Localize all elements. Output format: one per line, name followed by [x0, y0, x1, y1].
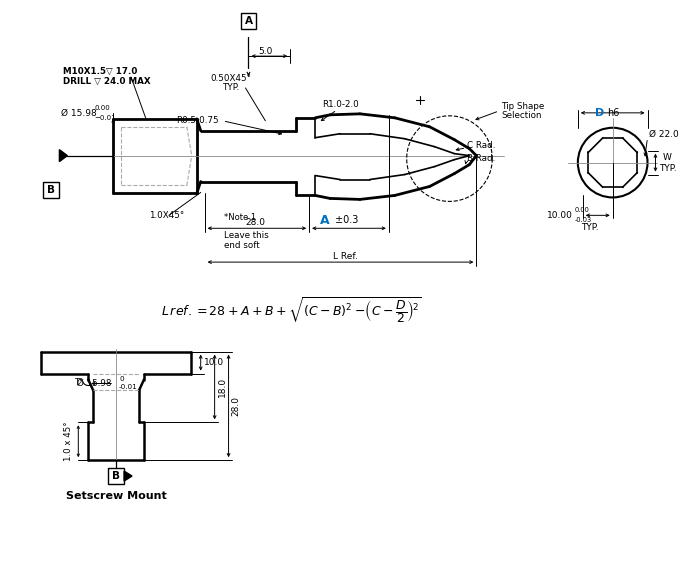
Text: D: D — [596, 108, 605, 118]
Text: 10.00: 10.00 — [547, 211, 573, 220]
Text: 10.0: 10.0 — [203, 358, 224, 367]
Text: DRILL ▽ 24.0 MAX: DRILL ▽ 24.0 MAX — [63, 77, 151, 86]
Text: 0.00: 0.00 — [94, 105, 110, 111]
Text: $L\,ref. = 28 + A + B + \sqrt{(C-B)^2-\!\left(C-\dfrac{D}{2}\right)^{\!2}}$: $L\,ref. = 28 + A + B + \sqrt{(C-B)^2-\!… — [161, 295, 421, 325]
Text: TYP.: TYP. — [581, 223, 598, 232]
Text: L Ref.: L Ref. — [333, 252, 357, 261]
Text: 0: 0 — [119, 375, 124, 382]
Text: 1.0 x 45°: 1.0 x 45° — [64, 421, 73, 461]
Text: *Note 1: *Note 1 — [223, 213, 256, 222]
FancyBboxPatch shape — [108, 468, 124, 484]
Text: -0.01: -0.01 — [119, 385, 138, 390]
Text: R0.5-0.75: R0.5-0.75 — [176, 116, 218, 126]
FancyBboxPatch shape — [43, 182, 59, 198]
Text: 0.00: 0.00 — [575, 207, 589, 214]
Text: A: A — [245, 16, 252, 26]
FancyBboxPatch shape — [240, 13, 256, 29]
Text: -0.03: -0.03 — [575, 218, 592, 223]
Text: TYP.: TYP. — [222, 83, 239, 93]
Text: A: A — [320, 214, 330, 227]
Text: B: B — [112, 471, 120, 481]
Text: Ø 22.0: Ø 22.0 — [649, 130, 678, 139]
Text: W: W — [663, 153, 672, 162]
Polygon shape — [59, 149, 67, 162]
Text: end soft: end soft — [223, 241, 259, 250]
Text: 18.0: 18.0 — [218, 377, 227, 397]
Polygon shape — [124, 471, 132, 481]
Text: B Rad.: B Rad. — [467, 154, 495, 163]
Text: h6: h6 — [607, 108, 619, 118]
Text: 1.0X45°: 1.0X45° — [149, 211, 184, 220]
Text: 28.0: 28.0 — [232, 396, 240, 416]
Text: TYP.: TYP. — [659, 164, 676, 173]
Text: Leave this: Leave this — [223, 231, 269, 240]
Text: Ø 15.98: Ø 15.98 — [77, 379, 111, 388]
Text: Ø 15.98: Ø 15.98 — [61, 108, 97, 118]
Text: 0.50X45°: 0.50X45° — [210, 73, 251, 82]
Text: −0.01: −0.01 — [94, 115, 116, 121]
Text: Tip Shape: Tip Shape — [502, 102, 545, 111]
Text: T°: T° — [74, 378, 83, 387]
Text: Setscrew Mount: Setscrew Mount — [66, 491, 166, 501]
Text: ±0.3: ±0.3 — [332, 215, 359, 225]
Text: B: B — [47, 186, 56, 195]
Text: 28.0: 28.0 — [245, 218, 265, 227]
Text: Selection: Selection — [502, 111, 542, 120]
Text: M10X1.5▽ 17.0: M10X1.5▽ 17.0 — [63, 66, 138, 76]
Text: 5.0: 5.0 — [258, 47, 273, 56]
Text: C Rad.: C Rad. — [467, 141, 496, 150]
Text: R1.0-2.0: R1.0-2.0 — [322, 101, 359, 110]
